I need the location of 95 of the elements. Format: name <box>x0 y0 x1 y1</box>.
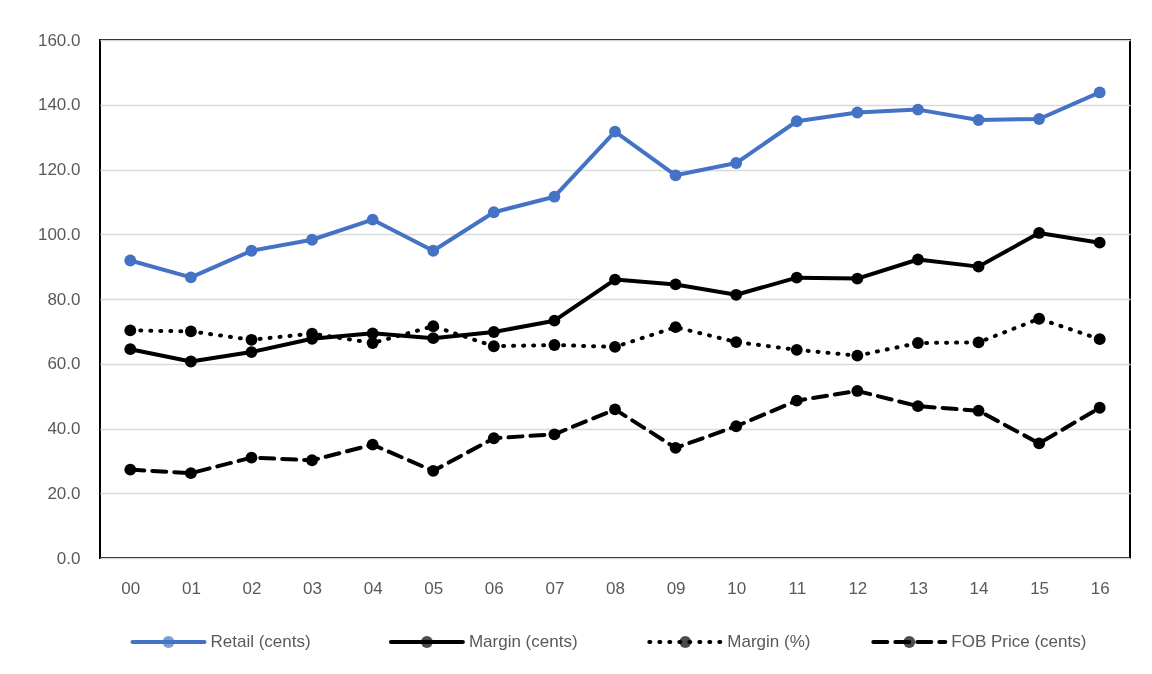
point <box>487 206 500 219</box>
x-tick-label: 02 <box>242 578 262 598</box>
point <box>245 346 258 358</box>
point <box>366 213 379 226</box>
point <box>184 355 197 368</box>
y-tick-label: 20.0 <box>47 483 81 503</box>
point <box>427 332 440 345</box>
point <box>851 106 864 119</box>
point <box>548 190 561 203</box>
point <box>669 442 682 454</box>
point <box>609 341 621 353</box>
point <box>306 233 318 246</box>
point <box>669 278 682 291</box>
x-tick-label: 14 <box>969 578 989 598</box>
point <box>669 321 682 334</box>
x-tick-label: 06 <box>484 578 504 598</box>
x-tick-label: 00 <box>121 578 141 598</box>
x-tick-label: 04 <box>363 578 383 598</box>
point <box>1093 236 1106 249</box>
x-tick-label: 08 <box>606 578 625 598</box>
point <box>487 340 500 353</box>
point <box>972 260 985 273</box>
point <box>790 343 803 356</box>
point <box>427 244 440 257</box>
y-tick-label: 100.0 <box>37 224 81 244</box>
x-tick-label: 07 <box>545 578 565 598</box>
point <box>851 272 864 285</box>
point <box>912 253 924 266</box>
x-tick-label: 12 <box>848 578 868 598</box>
legend-label: Retail (cents) <box>210 632 311 651</box>
point <box>548 428 561 441</box>
point <box>1033 113 1046 125</box>
x-tick-label: 11 <box>788 578 807 598</box>
point <box>972 114 985 126</box>
point <box>487 326 500 338</box>
legend-label: Margin (cents) <box>468 632 578 651</box>
y-tick-label: 40.0 <box>47 419 81 438</box>
x-tick-label: 15 <box>1030 578 1050 598</box>
point <box>609 125 621 138</box>
point <box>1033 312 1046 325</box>
x-tick-label: 10 <box>727 578 747 598</box>
point <box>912 103 924 116</box>
point <box>790 271 803 284</box>
point <box>245 244 258 257</box>
point <box>184 325 197 338</box>
point <box>851 385 864 397</box>
point <box>245 333 258 346</box>
legend-label: FOB Price (cents) <box>951 632 1087 651</box>
point <box>730 420 743 433</box>
x-tick-label: 13 <box>908 578 928 598</box>
point <box>124 343 137 356</box>
point <box>245 451 258 464</box>
y-tick-label: 160.0 <box>37 30 81 50</box>
x-tick-label: 05 <box>424 578 444 598</box>
point <box>851 349 864 362</box>
point <box>972 404 985 417</box>
point <box>730 157 743 169</box>
point <box>487 432 500 445</box>
legend-label: Margin (%) <box>727 632 811 651</box>
point <box>306 454 318 467</box>
point <box>124 254 137 267</box>
point <box>972 336 985 349</box>
point <box>124 463 137 476</box>
point <box>1033 437 1046 450</box>
point <box>669 169 682 182</box>
point <box>790 394 803 407</box>
x-tick-label: 16 <box>1090 578 1110 598</box>
point <box>609 403 621 416</box>
point <box>548 339 561 351</box>
point <box>1093 333 1106 346</box>
x-tick-label: 03 <box>303 578 323 598</box>
point <box>184 467 197 480</box>
point <box>427 465 440 477</box>
point <box>790 115 803 128</box>
x-tick-label: 01 <box>181 578 201 598</box>
point <box>366 438 379 451</box>
point <box>548 314 561 327</box>
point <box>366 337 379 349</box>
point <box>1033 227 1046 239</box>
y-tick-label: 80.0 <box>47 289 81 309</box>
x-tick-label: 09 <box>666 578 686 598</box>
point <box>1093 401 1106 414</box>
point <box>730 288 743 301</box>
point <box>912 400 924 413</box>
y-tick-label: 120.0 <box>37 160 81 179</box>
y-tick-label: 140.0 <box>37 95 81 115</box>
point <box>427 320 440 333</box>
point <box>730 336 743 348</box>
point <box>912 337 924 349</box>
point <box>184 271 197 284</box>
point <box>1093 86 1106 99</box>
point <box>609 273 621 286</box>
y-tick-label: 60.0 <box>47 354 81 374</box>
point <box>124 324 137 337</box>
y-tick-label: 0.0 <box>56 548 81 568</box>
